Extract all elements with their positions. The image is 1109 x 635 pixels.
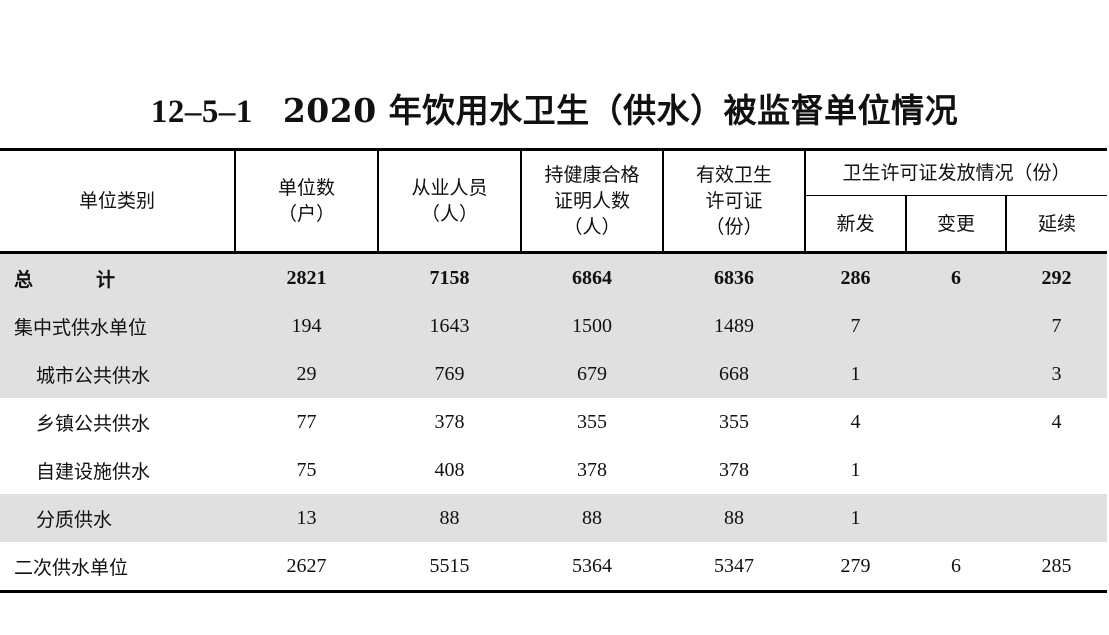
cell-permits: 1489 xyxy=(663,302,805,350)
table-number: 12–5–1 xyxy=(150,94,253,130)
cell-renew: 4 xyxy=(1051,410,1062,433)
header-units: 单位数 （户） xyxy=(234,148,379,254)
cell-renew: 285 xyxy=(1006,542,1108,593)
cell-staff: 5515 xyxy=(378,542,521,593)
cell-change xyxy=(906,350,1006,398)
row-label: 集中式供水单位 xyxy=(0,302,235,350)
cell-change xyxy=(906,494,1006,542)
cell-staff: 88 xyxy=(378,494,521,542)
table-row: 二次供水单位 2627 5515 5364 5347 279 6 285 xyxy=(0,542,1108,593)
header-category: 单位类别 xyxy=(0,148,236,254)
table-title: 12–5–1 2020 年饮用水卫生（供水）被监督单位情况 xyxy=(0,84,1109,132)
header-certified-line1: 持健康合格 xyxy=(544,164,640,186)
cell-units: 194 xyxy=(235,302,378,350)
cell-renew: 292 xyxy=(1006,252,1108,302)
cell-change xyxy=(906,302,1006,350)
cell-renew: 7 xyxy=(1006,302,1108,350)
cell-permits: 6836 xyxy=(663,252,805,302)
cell-certified: 88 xyxy=(521,494,663,542)
cell-certified: 5364 xyxy=(521,542,663,593)
header-staff-line2: （人） xyxy=(420,203,478,225)
cell-new: 286 xyxy=(805,252,906,302)
row-label: 乡镇公共供水 xyxy=(36,412,151,435)
cell-staff: 408 xyxy=(434,458,465,481)
cell-certified: 1500 xyxy=(521,302,663,350)
supervision-table: 单位类别 单位数 （户） 从业人员 （人） 持健康合格 证明人数 （人） 有效卫… xyxy=(0,147,1108,593)
header-issuance-group: 卫生许可证发放情况（份） xyxy=(803,147,1108,196)
header-units-line2: （户） xyxy=(277,203,335,225)
cell-certified: 679 xyxy=(521,350,663,398)
cell-units: 2627 xyxy=(235,542,378,593)
header-category-text: 单位类别 xyxy=(78,190,155,212)
header-certified-line2: 证明人数 xyxy=(553,190,630,212)
table-row: 分质供水 13 88 88 88 1 xyxy=(0,494,1108,542)
table-header: 单位类别 单位数 （户） 从业人员 （人） 持健康合格 证明人数 （人） 有效卫… xyxy=(0,147,1108,254)
header-issuance-new: 新发 xyxy=(804,195,907,254)
header-certified: 持健康合格 证明人数 （人） xyxy=(520,148,664,254)
cell-units: 13 xyxy=(235,494,378,542)
header-issuance-renew: 延续 xyxy=(1004,195,1108,254)
cell-new: 279 xyxy=(805,542,906,593)
header-permits-line1: 有效卫生 xyxy=(695,164,772,186)
table-body: 总 计 2821 7158 6864 6836 286 6 292 集中式供水单… xyxy=(0,252,1108,593)
header-staff: 从业人员 （人） xyxy=(377,148,522,254)
cell-new: 1 xyxy=(805,494,906,542)
header-permits-line2: 许可证 xyxy=(705,190,763,212)
row-label: 总 计 xyxy=(0,252,235,302)
cell-permits: 5347 xyxy=(663,542,805,593)
header-issuance-change: 变更 xyxy=(905,195,1007,254)
table-row-total: 总 计 2821 7158 6864 6836 286 6 292 xyxy=(0,252,1108,302)
cell-certified: 378 xyxy=(577,458,607,481)
cell-new: 4 xyxy=(850,410,861,433)
cell-new: 1 xyxy=(850,458,861,481)
cell-staff: 7158 xyxy=(378,252,521,302)
cell-units: 75 xyxy=(296,458,317,481)
cell-renew: 3 xyxy=(1006,350,1108,398)
cell-change: 6 xyxy=(906,252,1006,302)
cell-staff: 769 xyxy=(378,350,521,398)
row-label-text: 总 计 xyxy=(14,268,138,291)
header-permits: 有效卫生 许可证 （份） xyxy=(662,148,806,254)
cell-certified: 6864 xyxy=(521,252,663,302)
cell-new: 1 xyxy=(805,350,906,398)
table-row: 集中式供水单位 194 1643 1500 1489 7 7 xyxy=(0,302,1108,350)
header-certified-line3: （人） xyxy=(563,216,621,238)
cell-units: 2821 xyxy=(235,252,378,302)
row-label: 城市公共供水 xyxy=(0,350,235,398)
cell-permits: 88 xyxy=(663,494,805,542)
row-label: 自建设施供水 xyxy=(36,460,151,483)
table-title-text: 2020 年饮用水卫生（供水）被监督单位情况 xyxy=(282,91,959,130)
header-units-line1: 单位数 xyxy=(277,177,335,199)
cell-change: 6 xyxy=(906,542,1006,593)
cell-permits: 355 xyxy=(719,410,749,433)
cell-permits: 668 xyxy=(663,350,805,398)
table-row: 城市公共供水 29 769 679 668 1 3 xyxy=(0,350,1108,398)
cell-change xyxy=(906,398,1006,446)
cell-staff: 1643 xyxy=(378,302,521,350)
table-row: 乡镇公共供水 77 378 355 355 4 4 xyxy=(0,398,1107,446)
cell-certified: 355 xyxy=(577,410,607,433)
cell-new: 7 xyxy=(805,302,906,350)
row-label: 分质供水 xyxy=(0,494,235,542)
cell-units: 77 xyxy=(296,410,317,433)
row-label: 二次供水单位 xyxy=(0,542,235,593)
cell-change xyxy=(906,446,1006,494)
cell-permits: 378 xyxy=(719,458,749,481)
header-staff-line1: 从业人员 xyxy=(411,177,488,199)
header-permits-line3: （份） xyxy=(705,216,763,238)
table-row: 自建设施供水 75 408 378 378 1 xyxy=(0,446,1107,494)
cell-units: 29 xyxy=(235,350,378,398)
cell-renew xyxy=(1006,446,1107,494)
cell-renew xyxy=(1006,494,1108,542)
cell-staff: 378 xyxy=(434,410,465,433)
